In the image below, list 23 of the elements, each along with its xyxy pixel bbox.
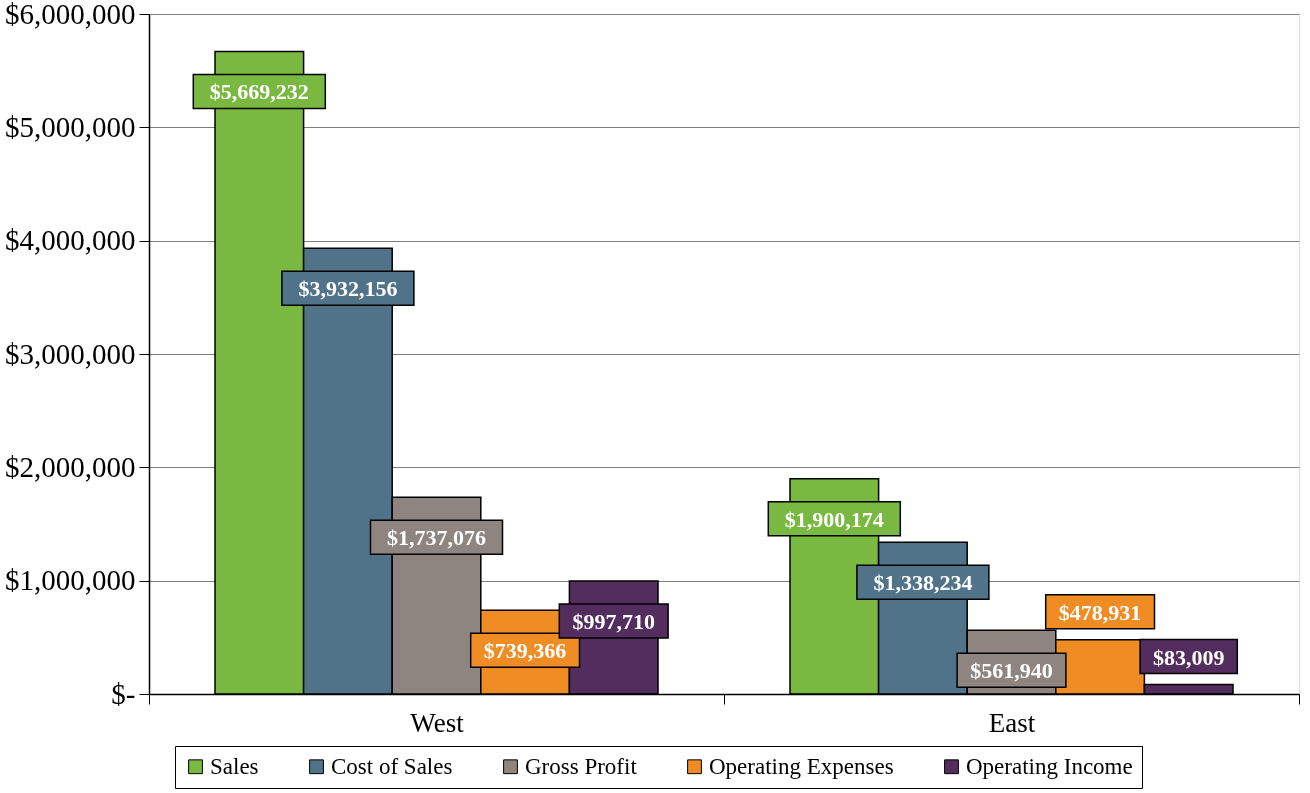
data-label: $1,900,174 bbox=[784, 506, 884, 532]
data-label: $1,737,076 bbox=[387, 525, 486, 551]
y-tick-label: $2,000,000 bbox=[5, 450, 136, 483]
data-label: $83,009 bbox=[1152, 644, 1225, 670]
data-label: $3,932,156 bbox=[298, 276, 398, 302]
data-label: $478,931 bbox=[1058, 599, 1142, 625]
data-label: $5,669,232 bbox=[209, 79, 309, 105]
y-tick-label: $4,000,000 bbox=[5, 224, 136, 257]
legend-label: Operating Expenses bbox=[709, 753, 894, 779]
x-tick-label: West bbox=[410, 707, 465, 738]
y-tick-label: $5,000,000 bbox=[5, 110, 136, 143]
y-tick-label: $1,000,000 bbox=[5, 564, 136, 597]
y-tick-label: $6,000,000 bbox=[5, 0, 136, 30]
data-label: $1,338,234 bbox=[873, 570, 973, 596]
legend-label: Cost of Sales bbox=[331, 753, 453, 779]
legend-label: Operating Income bbox=[966, 753, 1133, 779]
legend-label: Gross Profit bbox=[525, 753, 638, 779]
legend-label: Sales bbox=[210, 753, 259, 779]
data-label: $997,710 bbox=[572, 608, 655, 634]
x-tick-label: East bbox=[988, 707, 1036, 738]
data-label: $739,366 bbox=[483, 638, 567, 664]
y-tick-label: $- bbox=[111, 677, 136, 710]
y-tick-label: $3,000,000 bbox=[5, 337, 136, 370]
